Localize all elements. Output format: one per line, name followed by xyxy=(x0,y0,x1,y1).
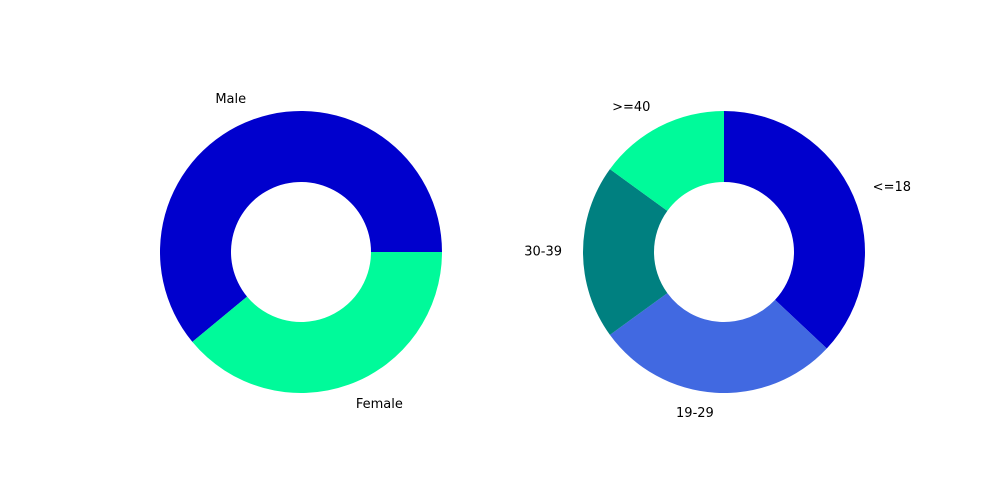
gender-donut-chart: Male Female xyxy=(159,92,443,412)
slice-male xyxy=(159,110,443,342)
slice-label-ge40: >=40 xyxy=(612,100,650,115)
slice-19-29 xyxy=(609,293,827,393)
slice-label-male: Male xyxy=(215,92,246,107)
slice-label-30-39: 30-39 xyxy=(524,245,562,260)
slice-le18 xyxy=(724,111,865,349)
slice-30-39 xyxy=(583,169,668,335)
slice-label-19-29: 19-29 xyxy=(676,406,714,421)
slice-ge40 xyxy=(609,111,724,211)
slice-label-le18: <=18 xyxy=(873,180,911,195)
age-donut-chart: <=18 19-29 30-39 >=40 xyxy=(524,100,911,421)
slice-female xyxy=(192,252,442,393)
slice-label-female: Female xyxy=(356,397,403,412)
